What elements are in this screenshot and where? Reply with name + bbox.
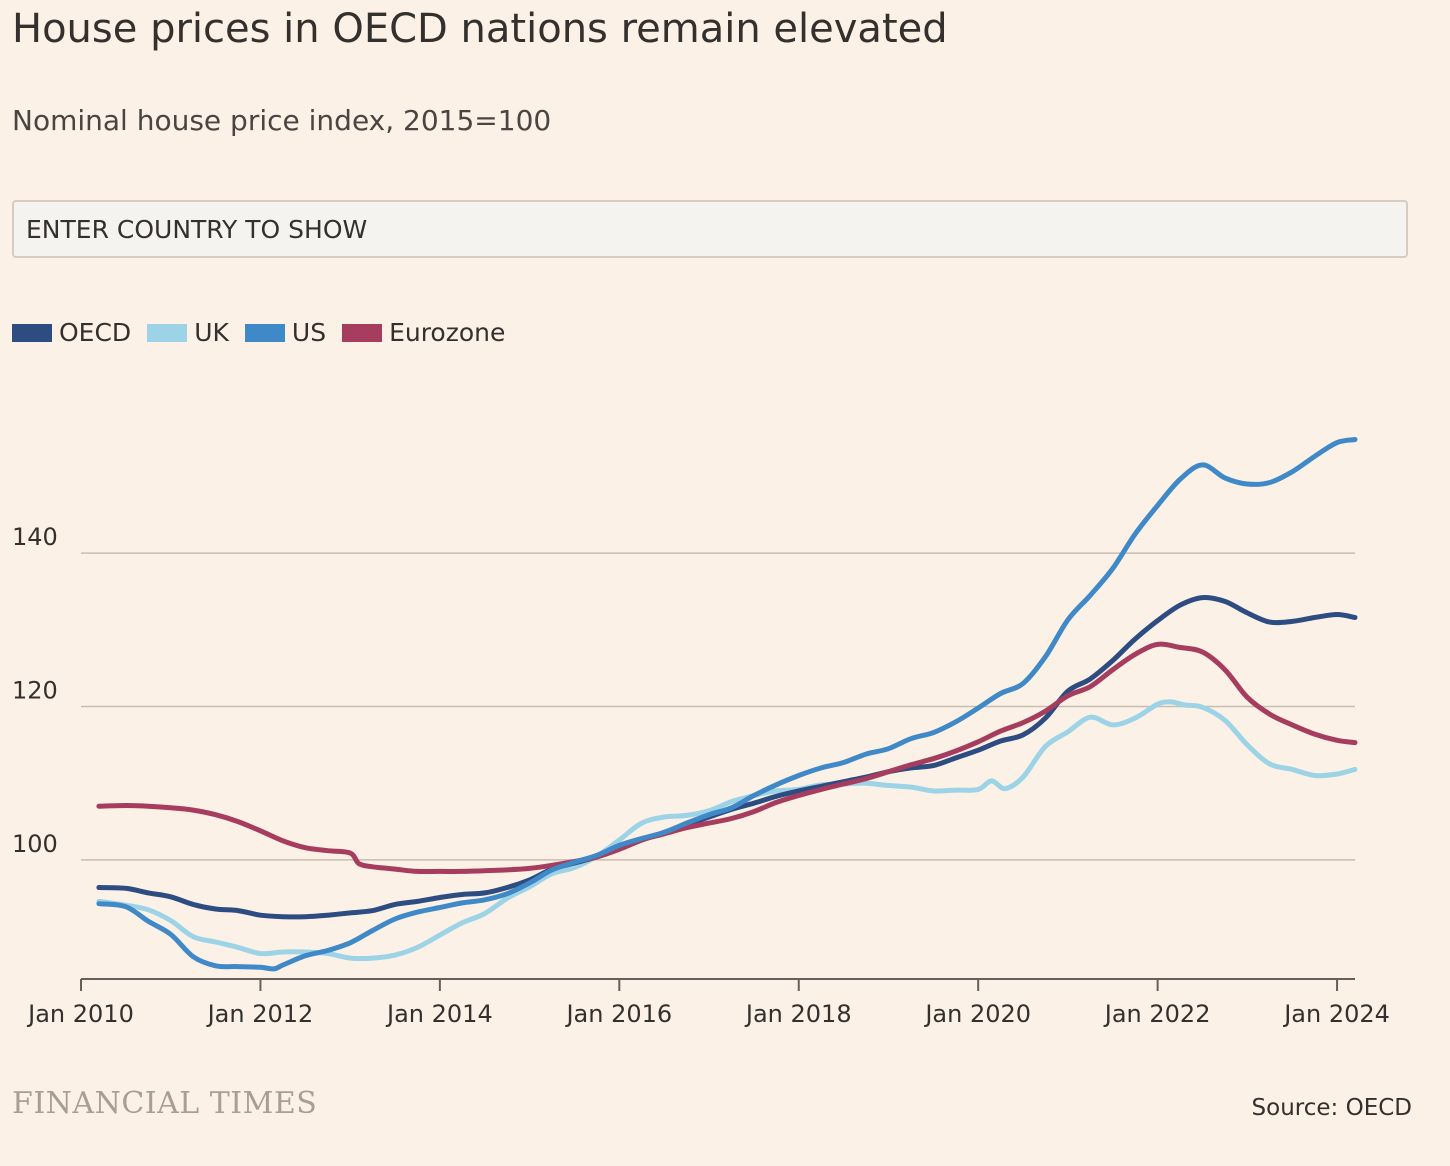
financial-times-logo: FINANCIAL TIMES — [12, 1086, 318, 1121]
legend-label-eurozone: Eurozone — [389, 318, 506, 347]
chart-title: House prices in OECD nations remain elev… — [12, 6, 948, 52]
legend-swatch-eurozone — [342, 323, 383, 342]
legend-label-oecd: OECD — [59, 318, 132, 347]
x-tick-label: Jan 2022 — [1103, 1000, 1211, 1028]
x-tick-label: Jan 2010 — [26, 1000, 134, 1028]
source-note: Source: OECD — [1251, 1095, 1412, 1121]
y-tick-label: 100 — [12, 830, 58, 858]
x-tick-label: Jan 2016 — [564, 1000, 672, 1028]
legend-item-us: US — [244, 318, 327, 347]
legend-label-uk: UK — [194, 318, 229, 347]
x-tick-label: Jan 2014 — [385, 1000, 493, 1028]
legend-item-eurozone: Eurozone — [342, 318, 505, 347]
x-tick-label: Jan 2024 — [1282, 1000, 1390, 1028]
series-line-us — [96, 437, 1358, 972]
x-tick-label: Jan 2020 — [923, 1000, 1031, 1028]
chart-legend: OECD UK US Eurozone — [12, 318, 521, 347]
legend-swatch-uk — [147, 323, 188, 342]
series-line-eurozone — [96, 641, 1358, 875]
country-search-input[interactable] — [12, 200, 1408, 258]
legend-item-oecd: OECD — [12, 318, 131, 347]
x-tick-label: Jan 2018 — [744, 1000, 852, 1028]
legend-item-uk: UK — [147, 318, 229, 347]
chart-subtitle: Nominal house price index, 2015=100 — [12, 104, 552, 137]
y-tick-label: 140 — [12, 523, 58, 551]
y-tick-label: 120 — [12, 677, 58, 705]
series-line-uk — [96, 699, 1358, 962]
legend-swatch-us — [244, 323, 285, 342]
legend-label-us: US — [291, 318, 327, 347]
x-tick-label: Jan 2012 — [206, 1000, 314, 1028]
legend-swatch-oecd — [12, 323, 52, 342]
